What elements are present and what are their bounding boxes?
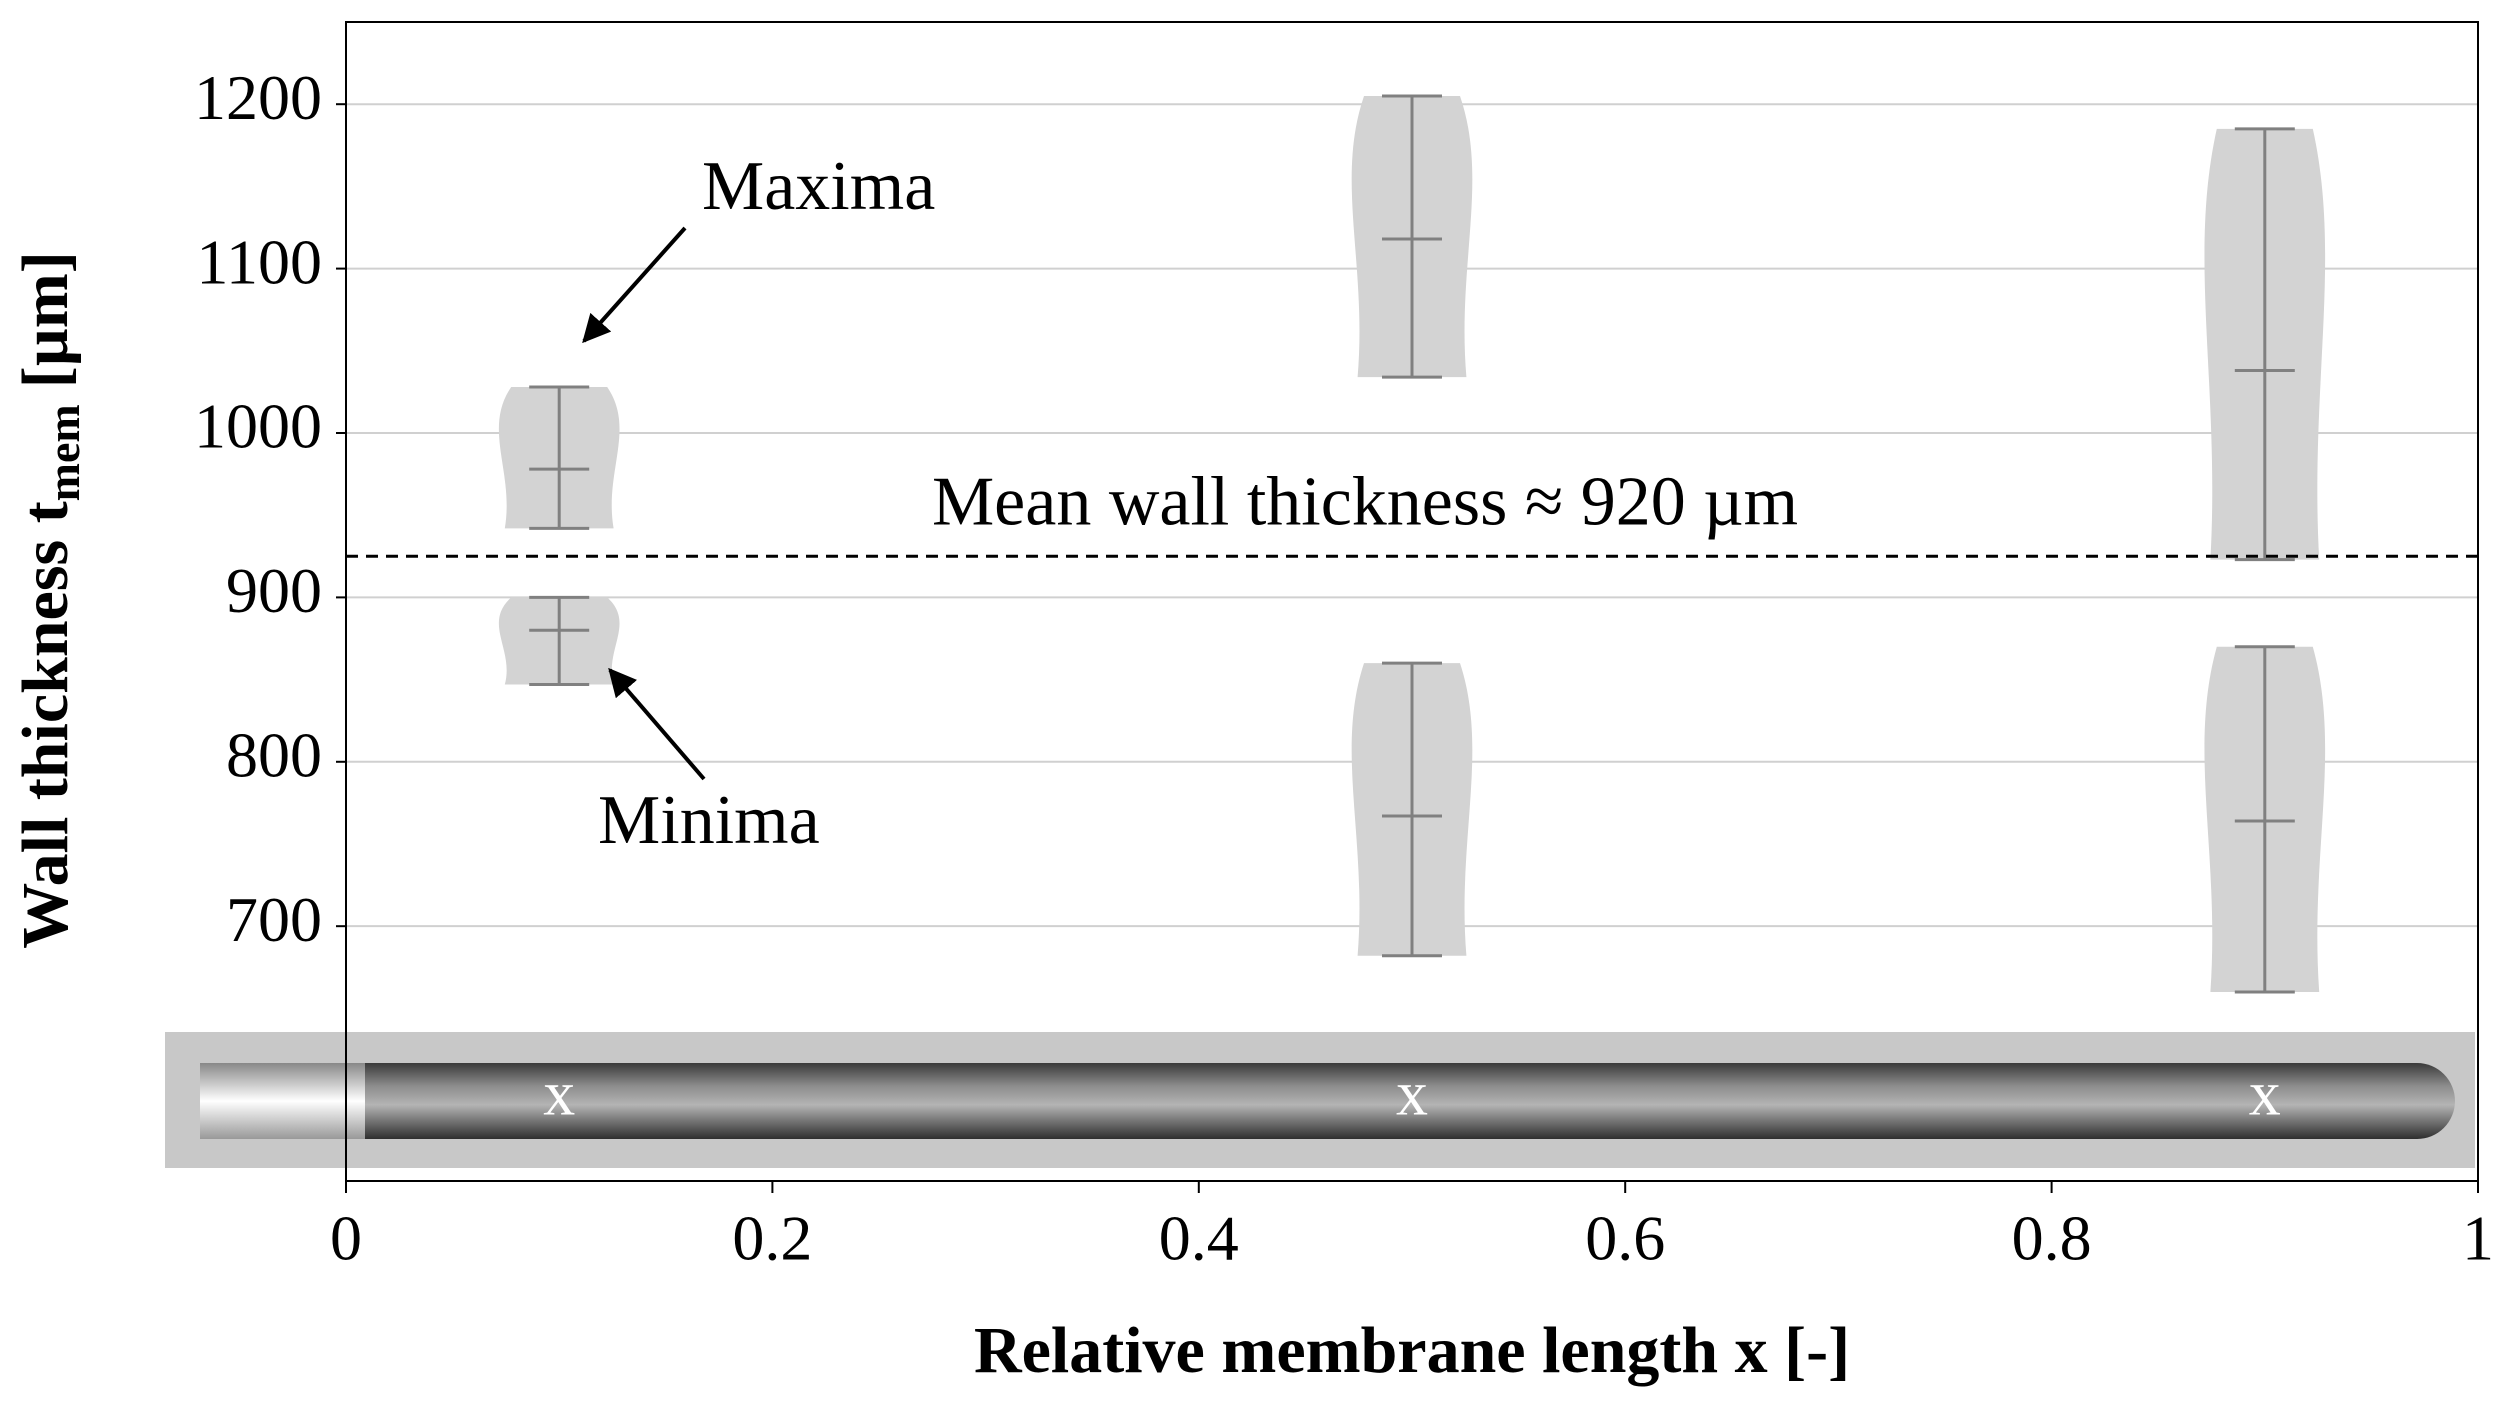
- annotation-arrow: [608, 667, 706, 781]
- plot-frame: [345, 21, 2479, 1181]
- x-tick-label: 0.2: [732, 1203, 812, 1274]
- photo-marker: x: [543, 1058, 575, 1129]
- y-tick-label: 700: [226, 884, 322, 955]
- y-tick-label: 1200: [194, 62, 322, 133]
- y-title-unit: [µm]: [9, 251, 82, 388]
- x-tick-label: 1: [2462, 1203, 2494, 1274]
- x-axis-title: Relative membrane length x [-]: [974, 1314, 1850, 1387]
- y-tick-label: 800: [226, 719, 322, 790]
- y-tick-label: 1000: [194, 391, 322, 462]
- y-tick-label: 1100: [196, 226, 322, 297]
- annotation-arrow: [582, 226, 687, 344]
- mean-label: Mean wall thickness ≈ 920 µm: [932, 463, 1798, 540]
- y-title-text: Wall thickness t: [9, 501, 82, 948]
- annotation: Maxima: [702, 148, 935, 225]
- x-tick-label: 0.6: [1585, 1203, 1665, 1274]
- annotation: Minima: [598, 782, 820, 859]
- x-tick-label: 0.8: [2012, 1203, 2092, 1274]
- photo-marker: x: [1396, 1058, 1428, 1129]
- y-axis-title: Wall thickness tmem [µm]: [9, 251, 88, 948]
- photo-marker: x: [2249, 1058, 2281, 1129]
- x-tick-label: 0.4: [1159, 1203, 1239, 1274]
- x-tick-label: 0: [330, 1203, 362, 1274]
- y-title-sub: mem: [38, 404, 89, 501]
- y-tick-label: 900: [226, 555, 322, 626]
- membrane-photo: [165, 1032, 2475, 1168]
